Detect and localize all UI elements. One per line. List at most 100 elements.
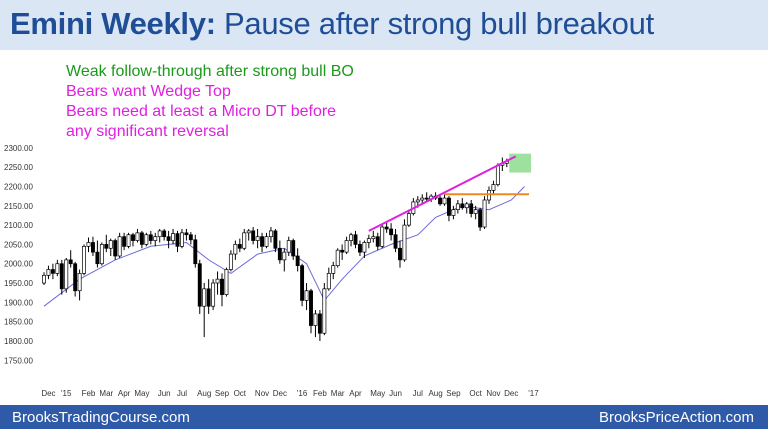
candle-body-bear bbox=[393, 234, 398, 249]
y-tick-label: 2100.00 bbox=[4, 221, 33, 230]
candle bbox=[260, 232, 265, 253]
candle-body-bear bbox=[424, 197, 429, 200]
y-tick-label: 2150.00 bbox=[4, 202, 33, 211]
candle bbox=[389, 223, 394, 241]
candle-body-bull bbox=[153, 236, 158, 241]
footer-right-link[interactable]: BrooksPriceAction.com bbox=[598, 409, 754, 426]
x-tick-label: Nov bbox=[486, 389, 500, 398]
candle bbox=[442, 194, 447, 206]
candle bbox=[197, 259, 202, 314]
candle bbox=[211, 279, 216, 311]
candle bbox=[193, 234, 198, 268]
candle bbox=[420, 194, 425, 204]
candle-body-bear bbox=[309, 290, 313, 326]
candle bbox=[380, 225, 385, 249]
candle-body-bull bbox=[495, 164, 500, 185]
candle bbox=[64, 257, 69, 293]
x-tick-label: Apr bbox=[118, 389, 131, 398]
candle-body-bear bbox=[193, 239, 198, 265]
candle bbox=[73, 261, 78, 297]
candle bbox=[438, 194, 443, 206]
candle-body-bull bbox=[442, 197, 447, 205]
candle-body-bull bbox=[380, 226, 385, 247]
candle bbox=[304, 283, 309, 311]
page-title: Emini Weekly: Pause after strong bull br… bbox=[10, 4, 654, 44]
candle-body-bull bbox=[402, 224, 407, 261]
candle-body-bear bbox=[95, 251, 100, 265]
candle bbox=[326, 267, 331, 291]
candle bbox=[451, 205, 456, 220]
candle bbox=[384, 221, 389, 233]
annotation-note-1: Weak follow-through after strong bull BO bbox=[66, 63, 354, 80]
candle bbox=[353, 230, 358, 249]
candle bbox=[86, 237, 91, 253]
candle bbox=[335, 248, 340, 268]
candle-body-bear bbox=[438, 197, 443, 205]
candle-body-bear bbox=[237, 244, 242, 249]
candle-body-bear bbox=[197, 263, 202, 307]
x-tick-label: Apr bbox=[349, 389, 362, 398]
candle-body-bull bbox=[331, 265, 336, 274]
candle-body-bear bbox=[68, 259, 73, 265]
candle-body-bear bbox=[184, 232, 189, 236]
candle bbox=[188, 232, 193, 245]
candle bbox=[246, 228, 251, 241]
annotation-note-2: Bears want Wedge Top bbox=[66, 83, 231, 100]
candle bbox=[224, 267, 229, 297]
candle bbox=[291, 238, 296, 260]
x-tick-label: Feb bbox=[82, 389, 96, 398]
x-tick-label: Aug bbox=[197, 389, 211, 398]
y-tick-label: 2250.00 bbox=[4, 163, 33, 172]
candle bbox=[131, 232, 135, 247]
candle bbox=[300, 263, 305, 307]
candle bbox=[157, 228, 162, 243]
candle-body-bear bbox=[175, 233, 180, 247]
wedge-trend-line bbox=[368, 155, 517, 232]
candle-body-bull bbox=[117, 236, 122, 257]
candle bbox=[113, 238, 118, 260]
candle-body-bull bbox=[269, 230, 273, 238]
candle-body-bull bbox=[464, 203, 469, 209]
candle-body-bull bbox=[108, 240, 113, 249]
candle-body-bull bbox=[202, 288, 207, 307]
candle bbox=[144, 232, 149, 247]
title-rest: Pause after strong bull breakout bbox=[224, 6, 654, 41]
x-tick-label: May bbox=[134, 389, 149, 398]
candle bbox=[358, 240, 362, 256]
candle-body-bear bbox=[122, 236, 127, 247]
candle bbox=[264, 232, 269, 249]
candle-body-bear bbox=[148, 234, 153, 241]
candle-body-bear bbox=[50, 269, 55, 274]
candle bbox=[313, 310, 318, 338]
candle bbox=[237, 238, 242, 253]
candle bbox=[82, 244, 86, 276]
candlestick-chart: 1750.00 1800.00 1850.00 1900.00 1950.00 2000.… bbox=[4, 138, 745, 398]
candle bbox=[317, 310, 322, 341]
y-tick-label: 1950.00 bbox=[4, 279, 33, 288]
candle bbox=[286, 236, 291, 256]
candle-body-bull bbox=[371, 236, 376, 239]
candle bbox=[464, 201, 469, 214]
candle bbox=[46, 265, 51, 280]
candle-body-bear bbox=[295, 255, 300, 267]
candle-body-bear bbox=[389, 228, 394, 236]
candle bbox=[482, 196, 487, 229]
candle-body-bull bbox=[406, 213, 411, 226]
x-tick-label: Feb bbox=[313, 389, 327, 398]
candle bbox=[273, 228, 278, 253]
candle bbox=[215, 271, 220, 295]
candle bbox=[424, 192, 429, 202]
candle-body-bull bbox=[64, 259, 69, 290]
x-tick-label: '16 bbox=[297, 389, 308, 398]
footer-left-link[interactable]: BrooksTradingCourse.com bbox=[12, 409, 190, 426]
candle bbox=[228, 250, 233, 272]
candle-body-bear bbox=[460, 203, 465, 209]
candle-body-bull bbox=[77, 273, 82, 292]
candle bbox=[277, 240, 282, 264]
candle bbox=[99, 242, 104, 266]
candle bbox=[349, 232, 354, 247]
candle-body-bear bbox=[447, 197, 451, 216]
candle-body-bull bbox=[282, 251, 287, 261]
candle bbox=[344, 236, 349, 255]
candle-body-bear bbox=[90, 242, 95, 253]
